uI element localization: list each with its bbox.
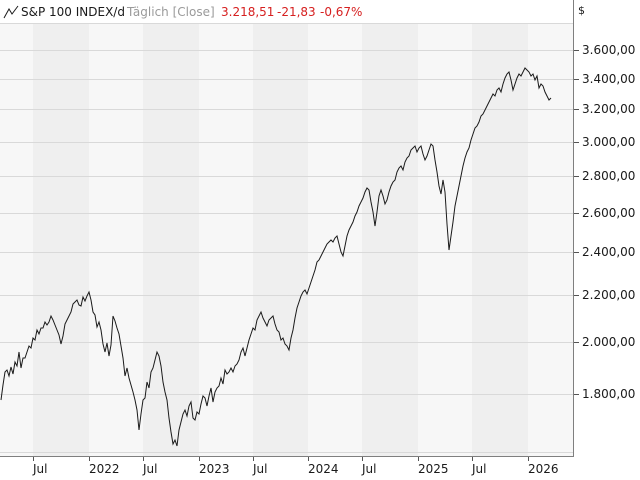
y-tick-label: 3.000,00 bbox=[582, 135, 636, 149]
price-plot[interactable] bbox=[0, 0, 574, 457]
y-tick bbox=[574, 142, 579, 143]
gridlines bbox=[0, 50, 573, 453]
y-tick-label: 3.400,00 bbox=[582, 72, 636, 86]
y-tick bbox=[574, 79, 579, 80]
change-absolute: -21,83 bbox=[277, 5, 316, 19]
y-tick bbox=[574, 109, 579, 110]
y-tick bbox=[574, 342, 579, 343]
line-chart-icon bbox=[3, 5, 19, 19]
y-tick bbox=[574, 50, 579, 51]
y-tick-label: 2.000,00 bbox=[582, 335, 636, 349]
currency-label: $ bbox=[578, 4, 585, 17]
y-tick-label: 2.600,00 bbox=[582, 206, 636, 220]
price-line bbox=[0, 67, 552, 447]
x-tick-label: Jul bbox=[472, 462, 487, 476]
x-tick-label: Jul bbox=[253, 462, 268, 476]
y-tick bbox=[574, 176, 579, 177]
x-tick bbox=[472, 457, 473, 461]
x-tick bbox=[89, 457, 90, 461]
instrument-title: S&P 100 INDEX/d bbox=[21, 5, 125, 19]
chart-frame[interactable]: S&P 100 INDEX/d Täglich [Close] 3.218,51… bbox=[0, 0, 574, 457]
x-tick bbox=[199, 457, 200, 461]
y-tick bbox=[574, 252, 579, 253]
y-tick bbox=[574, 295, 579, 296]
y-tick bbox=[574, 213, 579, 214]
x-tick bbox=[253, 457, 254, 461]
x-tick-label: 2026 bbox=[528, 462, 559, 476]
x-tick-label: 2023 bbox=[199, 462, 230, 476]
x-tick bbox=[418, 457, 419, 461]
x-tick-label: Jul bbox=[362, 462, 377, 476]
time-bands bbox=[33, 0, 528, 456]
change-percent: -0,67% bbox=[320, 5, 363, 19]
interval-label: Täglich [Close] bbox=[127, 5, 215, 19]
y-tick-label: 2.800,00 bbox=[582, 169, 636, 183]
y-tick-label: 1.800,00 bbox=[582, 387, 636, 401]
last-price: 3.218,51 bbox=[221, 5, 275, 19]
x-tick bbox=[143, 457, 144, 461]
y-tick-label: 3.200,00 bbox=[582, 102, 636, 116]
chart-header: S&P 100 INDEX/d Täglich [Close] 3.218,51… bbox=[0, 0, 573, 24]
y-tick-label: 2.200,00 bbox=[582, 288, 636, 302]
x-tick bbox=[362, 457, 363, 461]
y-tick-label: 2.400,00 bbox=[582, 245, 636, 259]
x-tick-label: Jul bbox=[143, 462, 158, 476]
x-tick bbox=[528, 457, 529, 461]
x-tick bbox=[33, 457, 34, 461]
y-tick bbox=[574, 394, 579, 395]
x-tick bbox=[308, 457, 309, 461]
x-tick-label: Jul bbox=[33, 462, 48, 476]
x-tick-label: 2025 bbox=[418, 462, 449, 476]
y-tick-label: 3.600,00 bbox=[582, 43, 636, 57]
x-tick-label: 2022 bbox=[89, 462, 120, 476]
x-tick-label: 2024 bbox=[308, 462, 339, 476]
